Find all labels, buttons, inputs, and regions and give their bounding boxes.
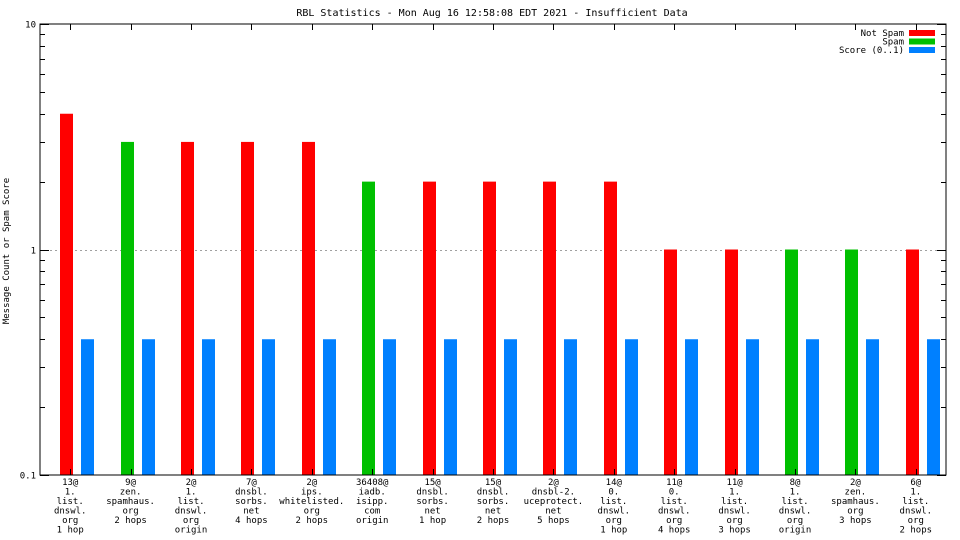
bar-score-0-1 bbox=[81, 339, 94, 475]
bar-score-0-1 bbox=[866, 339, 879, 475]
bar-spam bbox=[362, 181, 375, 475]
bar-spam bbox=[845, 249, 858, 475]
bar-not-spam bbox=[60, 113, 73, 475]
bar-score-0-1 bbox=[564, 339, 577, 475]
bar-score-0-1 bbox=[142, 339, 155, 475]
x-tick-label: 15@ dnsbl. sorbs. net 2 hops bbox=[477, 478, 510, 526]
bar-not-spam bbox=[302, 141, 315, 475]
bar-score-0-1 bbox=[625, 339, 638, 475]
bar-not-spam bbox=[241, 141, 254, 475]
x-tick-label: 2@ 1. list. dnswl. org origin bbox=[175, 478, 208, 536]
bars bbox=[60, 113, 940, 475]
legend-swatch bbox=[909, 47, 935, 53]
bar-score-0-1 bbox=[444, 339, 457, 475]
x-tick-label: 9@ zen. spamhaus. org 2 hops bbox=[106, 478, 155, 526]
bar-not-spam bbox=[725, 249, 738, 475]
bar-score-0-1 bbox=[504, 339, 517, 475]
x-tick-label: 2@ dnsbl-2. uceprotect. net 5 hops bbox=[524, 478, 584, 526]
bar-not-spam bbox=[664, 249, 677, 475]
x-tick-label: 8@ 1. list. dnswl. org origin bbox=[779, 478, 812, 536]
legend-swatch bbox=[909, 30, 935, 36]
y-tick-label: 1 bbox=[31, 247, 36, 257]
x-axis-labels: 13@ 1. list. dnswl. org 1 hop 9@ zen. spamhaus. o… bbox=[54, 478, 932, 536]
x-tick-label: 11@ 0. list. dnswl. org 4 hops bbox=[658, 478, 691, 536]
bar-score-0-1 bbox=[202, 339, 215, 475]
legend-label: Spam bbox=[882, 38, 904, 48]
x-tick-label: 2@ ips. whitelisted. org 2 hops bbox=[279, 478, 344, 526]
bar-score-0-1 bbox=[685, 339, 698, 475]
bar-score-0-1 bbox=[746, 339, 759, 475]
bar-score-0-1 bbox=[927, 339, 940, 475]
bar-not-spam bbox=[906, 249, 919, 475]
y-tick-label: 0.1 bbox=[20, 472, 36, 482]
x-tick-label: 11@ 1. list. dnswl. org 3 hops bbox=[718, 478, 751, 536]
bar-score-0-1 bbox=[383, 339, 396, 475]
y-axis-label: Message Count or Spam Score bbox=[2, 178, 12, 324]
y-tick-label: 10 bbox=[25, 21, 36, 31]
bar-spam bbox=[785, 249, 798, 475]
legend-swatch bbox=[909, 38, 935, 45]
x-tick-label: 13@ 1. list. dnswl. org 1 hop bbox=[54, 478, 87, 536]
axis-ticks: 10 1 0.1 bbox=[20, 21, 946, 482]
legend-label: Not Spam bbox=[861, 29, 904, 39]
bar-spam bbox=[121, 141, 134, 475]
chart-title: RBL Statistics - Mon Aug 16 12:58:08 EDT… bbox=[296, 8, 687, 19]
bar-not-spam bbox=[604, 181, 617, 475]
bar-score-0-1 bbox=[323, 339, 336, 475]
bar-not-spam bbox=[543, 181, 556, 475]
bar-not-spam bbox=[483, 181, 496, 475]
x-tick-label: 14@ 0. list. dnswl. org 1 hop bbox=[598, 478, 631, 536]
bar-not-spam bbox=[423, 181, 436, 475]
bar-score-0-1 bbox=[806, 339, 819, 475]
x-tick-label: 7@ dnsbl. sorbs. net 4 hops bbox=[235, 478, 268, 526]
x-tick-label: 6@ 1. list. dnswl. org 2 hops bbox=[900, 478, 933, 536]
x-tick-label: 36408@ iadb. isipp. com origin bbox=[356, 478, 389, 526]
bar-not-spam bbox=[181, 141, 194, 475]
x-tick-label: 2@ zen. spamhaus. org 3 hops bbox=[831, 478, 880, 526]
x-tick-label: 15@ dnsbl. sorbs. net 1 hop bbox=[416, 478, 449, 526]
legend-label: Score (0..1) bbox=[839, 46, 904, 56]
bar-score-0-1 bbox=[262, 339, 275, 475]
